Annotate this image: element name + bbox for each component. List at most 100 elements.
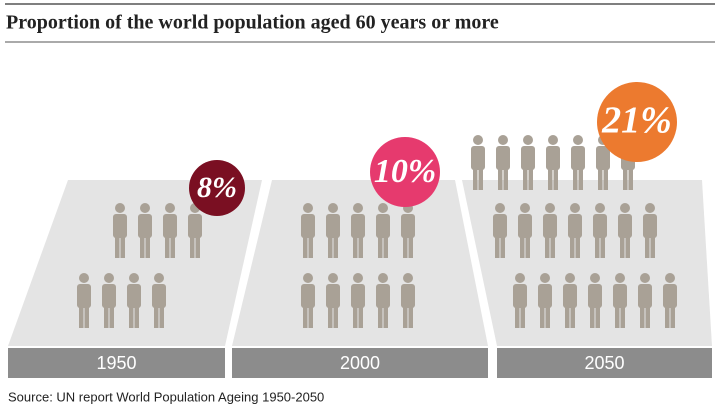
leg: [159, 306, 164, 328]
torso: [638, 284, 652, 308]
leg: [578, 168, 583, 190]
leg: [540, 306, 545, 328]
torso: [618, 214, 632, 238]
leg: [548, 168, 553, 190]
leg: [408, 236, 413, 258]
person: [471, 135, 485, 190]
head: [570, 203, 580, 213]
leg: [495, 236, 500, 258]
leg: [328, 236, 333, 258]
person: [496, 135, 510, 190]
leg: [134, 306, 139, 328]
torso: [596, 146, 610, 170]
torso: [546, 146, 560, 170]
leg: [573, 168, 578, 190]
leg: [333, 306, 338, 328]
torso: [188, 214, 202, 238]
leg: [520, 236, 525, 258]
person: [571, 135, 585, 190]
head: [590, 273, 600, 283]
torso: [326, 214, 340, 238]
leg: [120, 236, 125, 258]
leg: [383, 236, 388, 258]
leg: [545, 236, 550, 258]
x-tick-label: 2000: [340, 353, 380, 373]
leg: [523, 168, 528, 190]
head: [473, 135, 483, 145]
person: [138, 203, 152, 258]
torso: [518, 214, 532, 238]
head: [328, 273, 338, 283]
head: [515, 273, 525, 283]
leg: [403, 306, 408, 328]
leg: [378, 236, 383, 258]
person: [543, 203, 557, 258]
torso: [513, 284, 527, 308]
torso: [376, 284, 390, 308]
leg: [498, 168, 503, 190]
torso: [521, 146, 535, 170]
leg: [328, 306, 333, 328]
leg: [515, 306, 520, 328]
head: [115, 203, 125, 213]
x-tick-label: 1950: [96, 353, 136, 373]
person: [326, 203, 340, 258]
person: [663, 273, 677, 328]
torso: [571, 146, 585, 170]
leg: [129, 306, 134, 328]
person: [546, 135, 560, 190]
head: [498, 135, 508, 145]
person: [102, 273, 116, 328]
leg: [109, 306, 114, 328]
person: [401, 273, 415, 328]
person: [376, 273, 390, 328]
head: [303, 273, 313, 283]
leg: [303, 306, 308, 328]
person: [351, 203, 365, 258]
leg: [590, 306, 595, 328]
leg: [140, 236, 145, 258]
torso: [493, 214, 507, 238]
leg: [565, 306, 570, 328]
leg: [195, 236, 200, 258]
leg: [353, 236, 358, 258]
leg: [303, 236, 308, 258]
value-bubble: [370, 137, 440, 207]
person: [152, 273, 166, 328]
category-bar: [497, 348, 712, 378]
person: [638, 273, 652, 328]
value-bubble: [597, 82, 677, 162]
torso: [326, 284, 340, 308]
person: [643, 203, 657, 258]
category-bar: [232, 348, 488, 378]
leg: [473, 168, 478, 190]
torso: [163, 214, 177, 238]
person: [563, 273, 577, 328]
head: [129, 273, 139, 283]
leg: [670, 306, 675, 328]
leg: [79, 306, 84, 328]
leg: [115, 236, 120, 258]
person: [163, 203, 177, 258]
figure-group: [471, 135, 677, 328]
leg: [640, 306, 645, 328]
leg: [545, 306, 550, 328]
leg: [104, 306, 109, 328]
person: [301, 203, 315, 258]
leg: [603, 168, 608, 190]
head: [523, 135, 533, 145]
leg: [665, 306, 670, 328]
head: [140, 203, 150, 213]
leg: [628, 168, 633, 190]
leg: [333, 236, 338, 258]
torso: [138, 214, 152, 238]
head: [104, 273, 114, 283]
leg: [308, 236, 313, 258]
torso: [471, 146, 485, 170]
torso: [496, 146, 510, 170]
person: [351, 273, 365, 328]
leg: [525, 236, 530, 258]
leg: [598, 168, 603, 190]
leg: [358, 306, 363, 328]
